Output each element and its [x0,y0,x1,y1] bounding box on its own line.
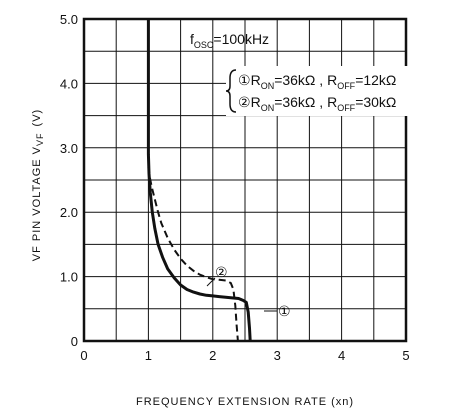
y-tick-label: 0 [71,334,78,349]
x-tick-label: 2 [209,348,216,363]
fosc-annotation: fOSC=100kHz [190,31,269,50]
series-1-line [146,19,252,342]
y-tick-label: 1.0 [60,270,78,285]
x-tick-label: 0 [80,348,87,363]
series-layer [146,19,252,342]
x-tick-label: 3 [274,348,281,363]
y-axis-label: VF PIN VOLTAGE VVF(V) [31,109,45,261]
plot-frame [82,17,408,343]
curve-1-marker: ① [278,303,291,319]
x-axis-label: FREQUENCY EXTENSION RATE (xn) [136,396,354,408]
y-tick-label: 2.0 [60,205,78,220]
series-2-line [147,166,239,342]
legend-brace [225,69,237,113]
legend-line-1: ①RON=36kΩ , ROFF=12kΩ [238,72,396,91]
curve-2-marker-leader [206,277,216,287]
y-tick-label: 3.0 [60,141,78,156]
x-tick-label: 1 [145,348,152,363]
x-tick-label: 4 [338,348,345,363]
legend-line-2: ②RON=36kΩ , ROFF=30kΩ [238,94,396,113]
x-tick-label: 5 [402,348,409,363]
y-tick-label: 4.0 [60,76,78,91]
curve-2-marker: ② [215,264,228,280]
tick-labels: 0 1 2 3 4 5 0 1.0 2.0 3.0 4.0 5.0 [60,12,410,363]
legend: ①RON=36kΩ , ROFF=12kΩ ②RON=36kΩ , ROFF=3… [225,66,472,116]
y-tick-label: 5.0 [60,12,78,27]
